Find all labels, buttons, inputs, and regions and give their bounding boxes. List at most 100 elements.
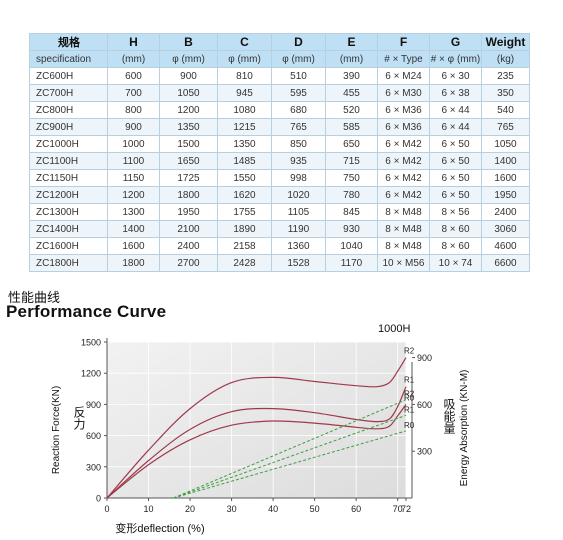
reaction-curve-r2 [106, 357, 407, 499]
column-unit-cell: φ (mm) [271, 50, 326, 68]
value-cell: 6 × M24 [377, 67, 430, 85]
value-cell: 750 [325, 169, 378, 187]
reaction-series-label: R2 [404, 347, 415, 356]
value-cell: 1300 [107, 203, 160, 221]
value-cell: 2700 [159, 254, 218, 272]
column-unit-cell: φ (mm) [217, 50, 272, 68]
value-cell: 780 [325, 186, 378, 204]
model-cell: ZC1100H [29, 152, 108, 170]
value-cell: 1100 [107, 152, 160, 170]
table-row: ZC900H 900 1350 1215 765 585 6 × M36 6 × 44 765 [29, 118, 530, 136]
specification-table: 规格 H B C D E F G Weight specification (mm) φ (mm) φ … [29, 33, 530, 272]
value-cell: 1620 [217, 186, 272, 204]
model-cell: ZC600H [29, 67, 108, 85]
value-cell: 1020 [271, 186, 326, 204]
value-cell: 8 × 56 [429, 203, 482, 221]
y-axis-right-title-chinese: 吸能量 [442, 398, 456, 434]
value-cell: 455 [325, 84, 378, 102]
value-cell: 6 × 50 [429, 169, 482, 187]
model-cell: ZC900H [29, 118, 108, 136]
model-cell: ZC700H [29, 84, 108, 102]
value-cell: 1950 [159, 203, 218, 221]
table-row: ZC700H 700 1050 945 595 455 6 × M30 6 × 38 350 [29, 84, 530, 102]
table-row: ZC800H 800 1200 1080 680 520 6 × M36 6 × 44 540 [29, 101, 530, 119]
value-cell: 8 × M48 [377, 220, 430, 238]
value-cell: 595 [271, 84, 326, 102]
column-unit-cell: (kg) [481, 50, 530, 68]
reaction-series-label: R1 [404, 376, 415, 385]
value-cell: 8 × 60 [429, 237, 482, 255]
value-cell: 1190 [271, 220, 326, 238]
y-right-tick-label: 600 [417, 400, 432, 410]
y-left-tick-label: 1500 [81, 338, 101, 348]
energy-line-r0 [173, 430, 407, 499]
value-cell: 10 × M56 [377, 254, 430, 272]
y-right-tick-label: 300 [417, 447, 432, 457]
value-cell: 6 × M42 [377, 186, 430, 204]
column-header-row: 规格 H B C D E F G Weight [29, 33, 530, 51]
y-left-tick-label: 300 [86, 462, 101, 472]
value-cell: 1040 [325, 237, 378, 255]
value-cell: 1050 [159, 84, 218, 102]
value-cell: 6600 [481, 254, 530, 272]
value-cell: 510 [271, 67, 326, 85]
column-header-cell: B [159, 33, 218, 51]
value-cell: 1600 [107, 237, 160, 255]
value-cell: 6 × 30 [429, 67, 482, 85]
value-cell: 1528 [271, 254, 326, 272]
y-left-tick-label: 600 [86, 431, 101, 441]
table-row: ZC600H 600 900 810 510 390 6 × M24 6 × 30 235 [29, 67, 530, 85]
value-cell: 765 [481, 118, 530, 136]
model-cell: ZC1200H [29, 186, 108, 204]
y-left-tick-label: 1200 [81, 369, 101, 379]
reaction-curve-r1 [106, 386, 407, 499]
column-unit-row: specification (mm) φ (mm) φ (mm) φ (mm) (mm) #… [29, 50, 530, 68]
value-cell: 6 × 50 [429, 152, 482, 170]
value-cell: 935 [271, 152, 326, 170]
model-cell: ZC1000H [29, 135, 108, 153]
value-cell: 6 × M42 [377, 135, 430, 153]
column-header-cell: H [107, 33, 160, 51]
value-cell: 900 [107, 118, 160, 136]
column-unit-cell: specification [29, 50, 108, 68]
value-cell: 1400 [481, 152, 530, 170]
y-axis-left-title: Reaction Force(KN) [51, 386, 62, 474]
performance-curve-chart: 0 300 600 900 1200 1500 300 600 900 0 10 20 30 40 50 60… [51, 323, 470, 535]
column-header-cell: F [377, 33, 430, 51]
column-header-cell: E [325, 33, 378, 51]
value-cell: 6 × M42 [377, 152, 430, 170]
y-axis-left-title-chinese: 反力 [72, 406, 86, 431]
y-left-tick-label: 0 [96, 494, 101, 504]
model-cell: ZC1800H [29, 254, 108, 272]
energy-series-label: R2 [404, 390, 415, 399]
x-tick-label: 20 [185, 504, 195, 514]
column-header-cell: 规格 [29, 33, 108, 51]
table-row: ZC1200H 1200 1800 1620 1020 780 6 × M42 6 × 50 1… [29, 186, 530, 204]
value-cell: 600 [107, 67, 160, 85]
value-cell: 6 × M36 [377, 101, 430, 119]
value-cell: 1890 [217, 220, 272, 238]
section-title-english: Performance Curve [6, 302, 167, 321]
value-cell: 540 [481, 101, 530, 119]
energy-series-label: R0 [404, 421, 415, 430]
value-cell: 930 [325, 220, 378, 238]
value-cell: 1350 [159, 118, 218, 136]
y-right-tick-label: 900 [417, 353, 432, 363]
value-cell: 6 × M42 [377, 169, 430, 187]
value-cell: 1400 [107, 220, 160, 238]
value-cell: 8 × M48 [377, 237, 430, 255]
column-unit-cell: (mm) [325, 50, 378, 68]
value-cell: 6 × 44 [429, 101, 482, 119]
table-row: ZC1300H 1300 1950 1755 1105 845 8 × M48 8 × 56 2… [29, 203, 530, 221]
value-cell: 1215 [217, 118, 272, 136]
model-cell: ZC1150H [29, 169, 108, 187]
table-row: ZC1000H 1000 1500 1350 850 650 6 × M42 6 × 50 10… [29, 135, 530, 153]
value-cell: 945 [217, 84, 272, 102]
value-cell: 998 [271, 169, 326, 187]
model-cell: ZC800H [29, 101, 108, 119]
value-cell: 800 [107, 101, 160, 119]
value-cell: 1360 [271, 237, 326, 255]
model-cell: ZC1300H [29, 203, 108, 221]
value-cell: 350 [481, 84, 530, 102]
value-cell: 1725 [159, 169, 218, 187]
